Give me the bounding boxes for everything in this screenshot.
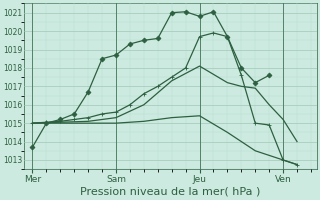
X-axis label: Pression niveau de la mer( hPa ): Pression niveau de la mer( hPa ) xyxy=(80,187,260,197)
